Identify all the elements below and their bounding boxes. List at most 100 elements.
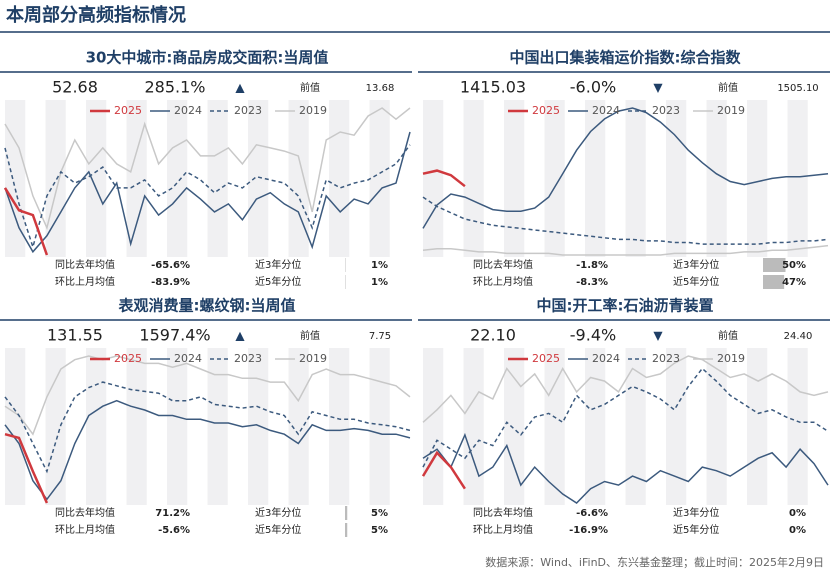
stripe bbox=[288, 100, 309, 257]
stripe bbox=[625, 100, 646, 257]
legend-label: 2019 bbox=[717, 352, 745, 365]
percentile-bar bbox=[345, 506, 348, 520]
panel-title: 表观消费量:螺纹钢:当周值 bbox=[119, 297, 296, 315]
prev-value: 1505.10 bbox=[777, 83, 818, 94]
stat-label: 同比去年均值 bbox=[55, 258, 115, 271]
stripe bbox=[463, 100, 484, 257]
stripe bbox=[167, 348, 188, 505]
stripe bbox=[423, 100, 444, 257]
stat-value: -8.3% bbox=[576, 277, 608, 288]
legend-label: 2023 bbox=[234, 352, 262, 365]
legend-label: 2024 bbox=[592, 352, 620, 365]
percentile-bar bbox=[763, 258, 786, 272]
percentile-label: 近5年分位 bbox=[255, 523, 301, 536]
stripe bbox=[706, 348, 727, 505]
stripe bbox=[666, 100, 687, 257]
stat-value: -16.9% bbox=[569, 525, 608, 536]
series-line bbox=[422, 196, 829, 245]
percentile-value: 0% bbox=[789, 525, 806, 536]
stripe bbox=[248, 348, 269, 505]
percentile-value: 5% bbox=[371, 525, 388, 536]
stripe bbox=[86, 100, 107, 257]
series-line bbox=[4, 107, 411, 231]
legend-label: 2019 bbox=[299, 352, 327, 365]
stripe bbox=[369, 348, 390, 505]
panel-title: 中国出口集装箱运价指数:综合指数 bbox=[509, 49, 741, 67]
stat-label: 同比去年均值 bbox=[473, 258, 533, 271]
percentile-label: 近5年分位 bbox=[673, 275, 719, 288]
stripe bbox=[423, 348, 444, 505]
prev-value: 24.40 bbox=[784, 331, 813, 342]
change-arrow: ▼ bbox=[653, 81, 663, 95]
legend-label: 2023 bbox=[652, 104, 680, 117]
stat-value: -5.6% bbox=[158, 525, 190, 536]
stripe bbox=[126, 348, 147, 505]
percentile-bar bbox=[345, 523, 348, 537]
series-line bbox=[422, 367, 829, 468]
legend-label: 2025 bbox=[532, 352, 560, 365]
stat-value: -83.9% bbox=[151, 277, 190, 288]
footer: 数据来源：Wind、iFinD、东兴基金整理；截止时间：2025年2月9日 bbox=[485, 555, 824, 569]
legend-label: 2024 bbox=[174, 352, 202, 365]
stripe bbox=[288, 348, 309, 505]
percentile-bar bbox=[763, 275, 785, 289]
change-arrow: ▲ bbox=[235, 329, 245, 343]
prev-label: 前值 bbox=[718, 329, 738, 342]
stripe bbox=[369, 100, 390, 257]
change-arrow: ▼ bbox=[653, 329, 663, 343]
legend-label: 2019 bbox=[717, 104, 745, 117]
change-value: 1597.4% bbox=[139, 326, 210, 345]
latest-value: 1415.03 bbox=[460, 78, 526, 97]
percentile-label: 近3年分位 bbox=[255, 506, 301, 519]
stripe bbox=[544, 348, 565, 505]
page-title: 本周部分高频指标情况 bbox=[6, 4, 186, 26]
series-line bbox=[422, 432, 829, 504]
series-line bbox=[4, 144, 411, 250]
stat-label: 同比去年均值 bbox=[55, 506, 115, 519]
legend-label: 2023 bbox=[652, 352, 680, 365]
stripe bbox=[207, 348, 228, 505]
prev-label: 前值 bbox=[718, 81, 738, 94]
series-line bbox=[4, 355, 411, 436]
series-line bbox=[421, 450, 466, 490]
percentile-label: 近5年分位 bbox=[673, 523, 719, 536]
percentile-value: 5% bbox=[371, 508, 388, 519]
change-value: -9.4% bbox=[570, 326, 616, 345]
percentile-label: 近3年分位 bbox=[255, 258, 301, 271]
percentile-value: 0% bbox=[789, 508, 806, 519]
panel-title: 中国:开工率:石油沥青装置 bbox=[537, 297, 714, 315]
stripe bbox=[45, 348, 66, 505]
stripe bbox=[787, 348, 808, 505]
stripe bbox=[329, 348, 350, 505]
stat-value: -65.6% bbox=[151, 260, 190, 271]
legend-label: 2025 bbox=[114, 352, 142, 365]
series-line bbox=[4, 432, 49, 504]
percentile-label: 近3年分位 bbox=[673, 506, 719, 519]
stripe bbox=[463, 348, 484, 505]
percentile-value: 1% bbox=[371, 260, 388, 271]
series-line bbox=[4, 399, 411, 501]
stripe bbox=[45, 100, 66, 257]
stat-value: -1.8% bbox=[576, 260, 608, 271]
change-value: -6.0% bbox=[570, 78, 616, 97]
stripe bbox=[207, 100, 228, 257]
percentile-value: 50% bbox=[782, 260, 806, 271]
series-line bbox=[422, 244, 829, 256]
series-line bbox=[422, 169, 466, 188]
stripe bbox=[666, 348, 687, 505]
legend-label: 2024 bbox=[592, 104, 620, 117]
prev-label: 前值 bbox=[300, 81, 320, 94]
prev-value: 7.75 bbox=[369, 331, 391, 342]
latest-value: 52.68 bbox=[52, 78, 98, 97]
stripe bbox=[585, 100, 606, 257]
prev-value: 13.68 bbox=[366, 83, 395, 94]
stripe bbox=[504, 100, 525, 257]
stripe bbox=[787, 100, 808, 257]
latest-value: 22.10 bbox=[470, 326, 516, 345]
stripe bbox=[747, 348, 768, 505]
series-line bbox=[422, 107, 829, 229]
stat-label: 环比上月均值 bbox=[473, 523, 533, 536]
legend-label: 2024 bbox=[174, 104, 202, 117]
stripe bbox=[747, 100, 768, 257]
